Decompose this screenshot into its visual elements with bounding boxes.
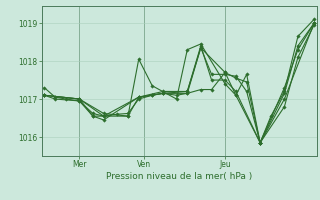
- X-axis label: Pression niveau de la mer( hPa ): Pression niveau de la mer( hPa ): [106, 172, 252, 181]
